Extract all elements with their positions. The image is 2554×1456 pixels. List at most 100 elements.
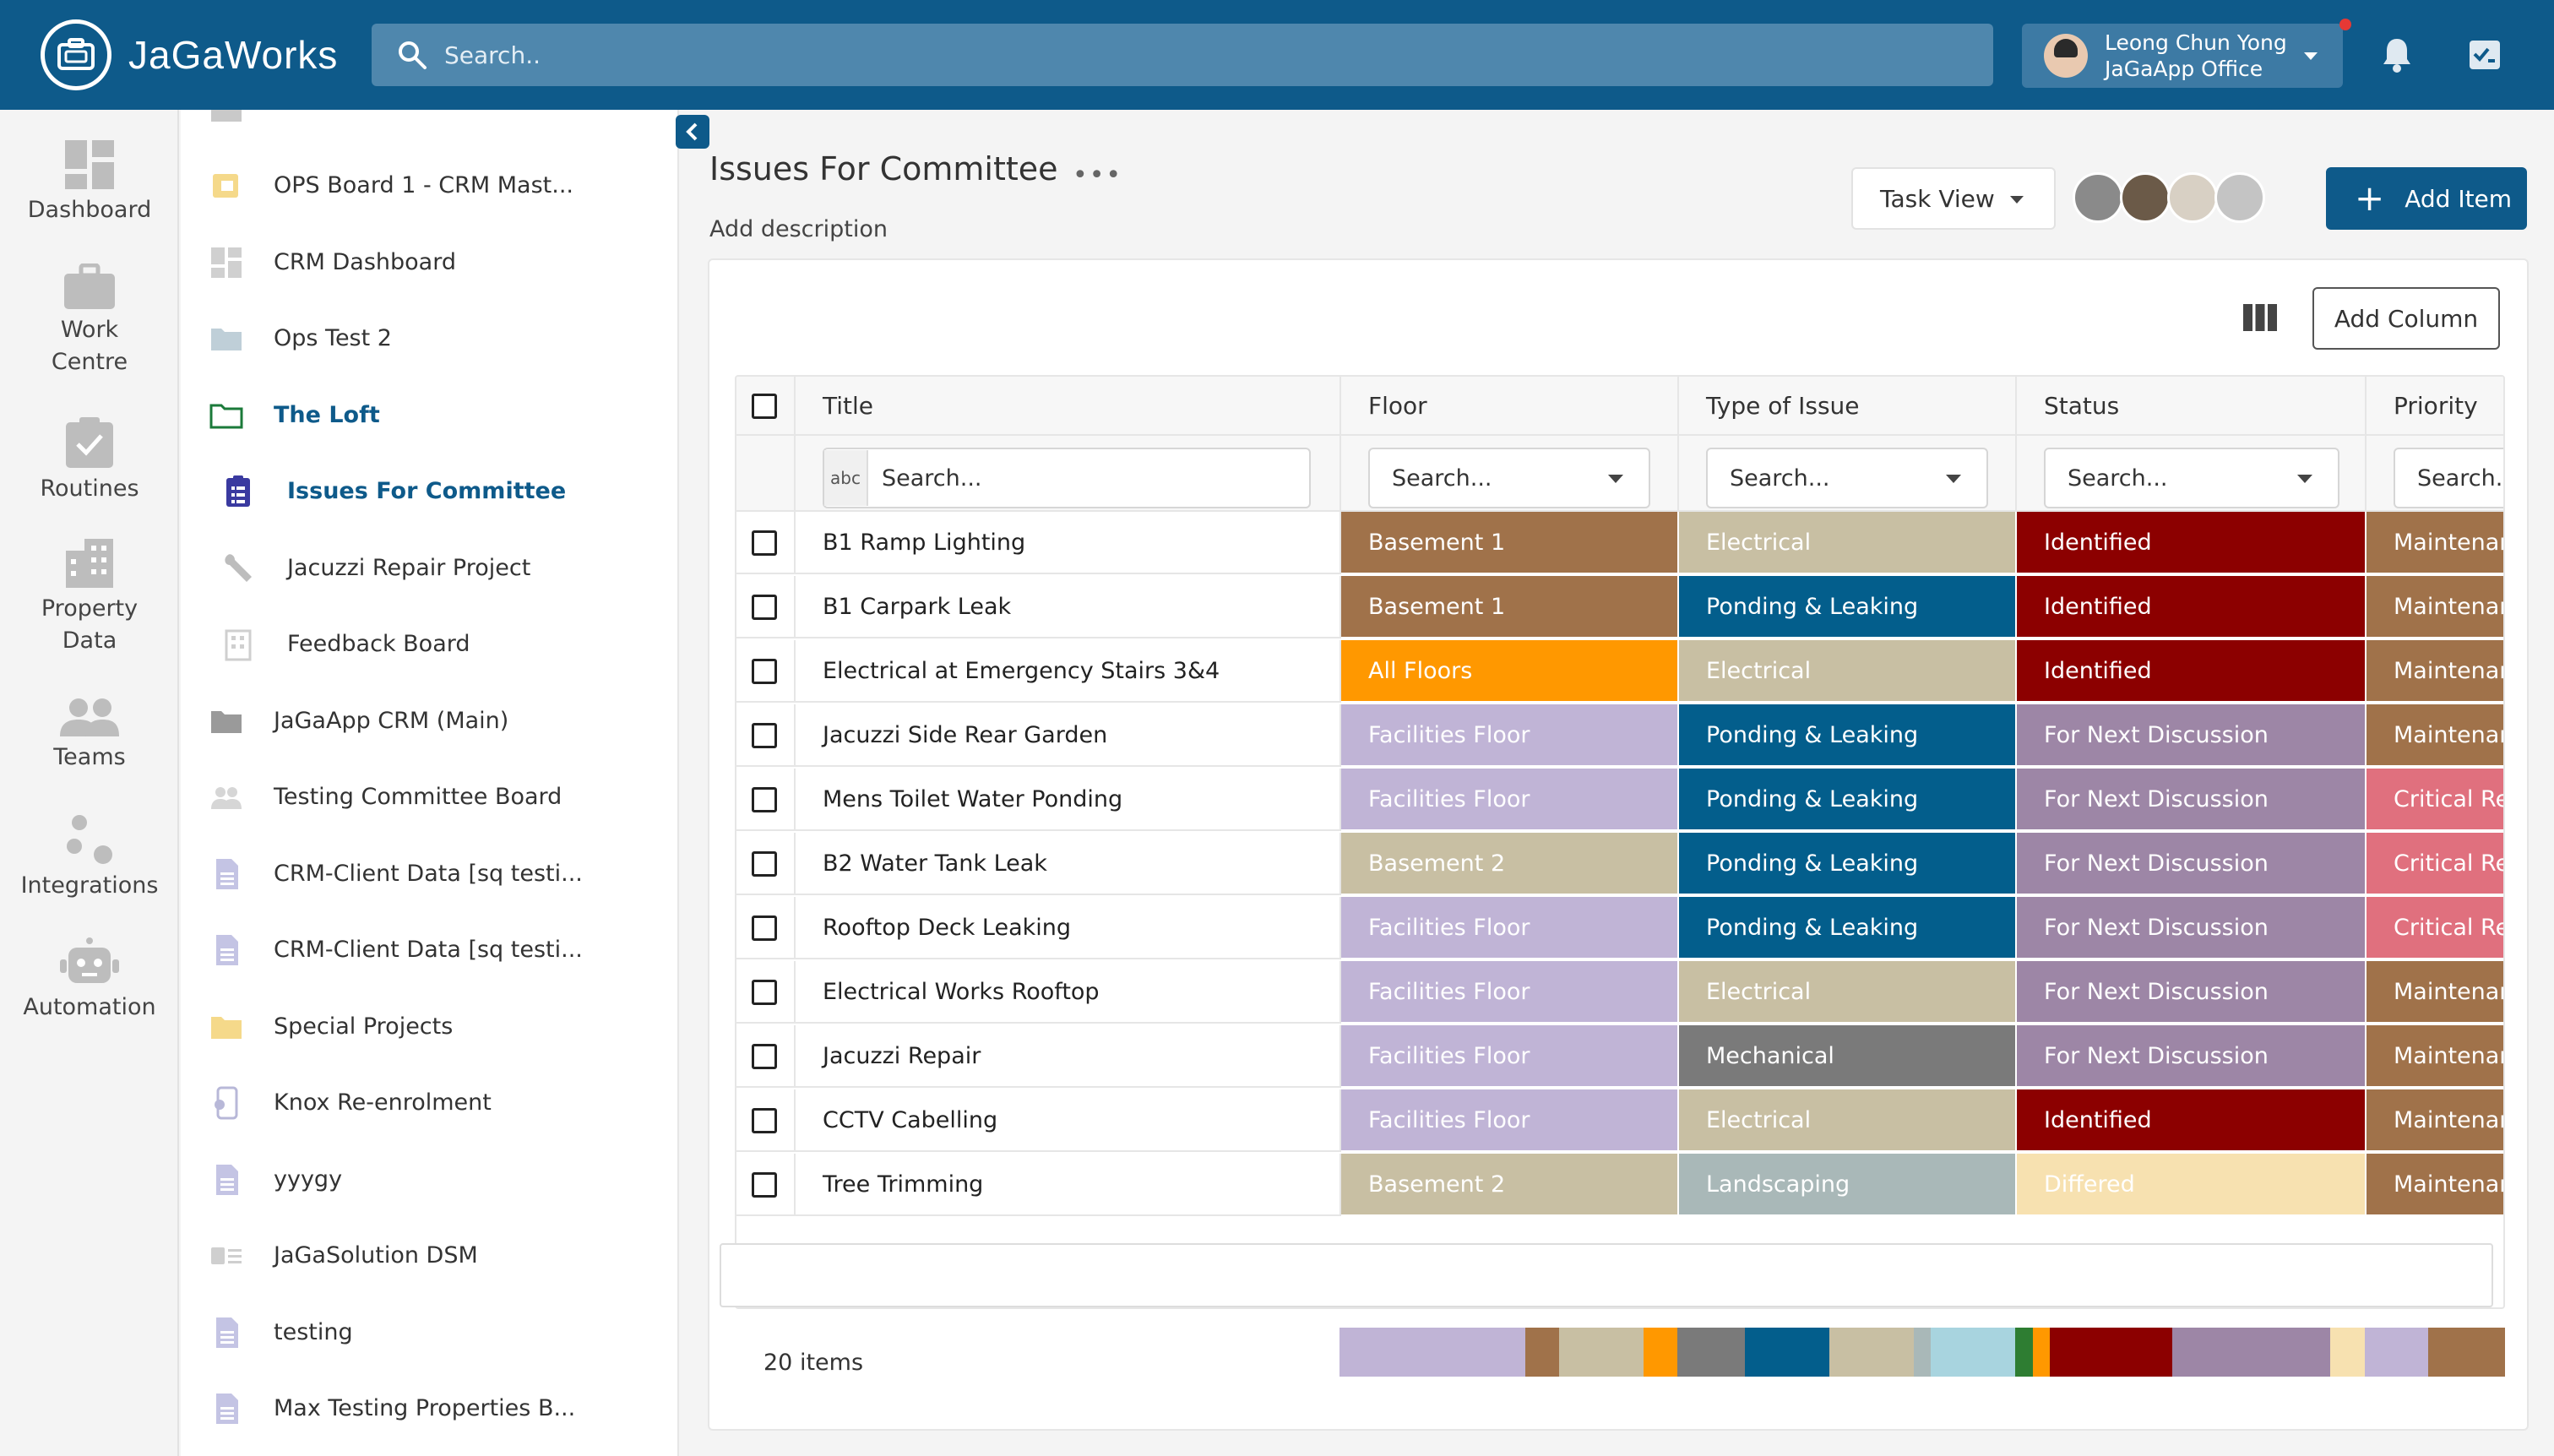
cell-status[interactable]: Differed [2017, 1154, 2367, 1216]
cell-title[interactable]: Electrical Works Rooftop [796, 961, 1341, 1024]
member-avatar[interactable] [2167, 172, 2218, 223]
cell-priority[interactable]: Maintenance [2367, 1025, 2503, 1088]
rail-integrations[interactable]: Integrations [0, 814, 179, 902]
cell-type[interactable]: Ponding & Leaking [1679, 704, 2017, 767]
board-list-item[interactable]: Ops Test 2 [181, 313, 677, 364]
type-filter-dropdown[interactable]: Search... [1706, 448, 1988, 508]
board-list-item[interactable]: yyygy [181, 1154, 677, 1205]
table-row[interactable]: Electrical at Emergency Stairs 3&4 All Fl… [736, 640, 2503, 704]
cell-priority[interactable]: Critical Repair [2367, 897, 2503, 959]
cell-floor[interactable]: Basement 1 [1341, 512, 1679, 574]
table-row[interactable]: CCTV Cabelling Facilities Floor Electrical… [736, 1089, 2503, 1154]
rail-teams[interactable]: Teams [0, 698, 179, 774]
cell-priority[interactable]: Maintenance [2367, 576, 2503, 638]
table-row[interactable]: B1 Ramp Lighting Basement 1 Electrical Iden… [736, 512, 2503, 576]
board-list-item[interactable]: JaGaSolution DSM [181, 1231, 677, 1281]
board-list-item[interactable]: Feedback Board [181, 619, 677, 670]
cell-title[interactable]: Rooftop Deck Leaking [796, 897, 1341, 959]
board-list-item[interactable]: OPS Board 1 - CRM Mast... [181, 160, 677, 211]
row-checkbox[interactable] [752, 1172, 777, 1198]
cell-priority[interactable]: Critical Repair [2367, 769, 2503, 831]
cell-priority[interactable]: Maintenance [2367, 961, 2503, 1024]
row-checkbox[interactable] [752, 851, 777, 877]
cell-priority[interactable]: Maintenance [2367, 512, 2503, 574]
cell-floor[interactable]: All Floors [1341, 640, 1679, 703]
collapse-sidebar-button[interactable] [676, 115, 709, 149]
cell-type[interactable]: Ponding & Leaking [1679, 833, 2017, 895]
board-list-item[interactable]: CRM Dashboard [181, 237, 677, 288]
cell-status[interactable]: For Next Discussion [2017, 897, 2367, 959]
row-checkbox[interactable] [752, 595, 777, 620]
board-list-item[interactable]: The Loft [181, 390, 677, 441]
cell-status[interactable]: Identified [2017, 576, 2367, 638]
board-list-item[interactable]: testing [181, 1307, 677, 1358]
user-menu[interactable]: Leong Chun Yong JaGaApp Office [2022, 24, 2343, 88]
select-all-checkbox[interactable] [752, 394, 777, 419]
table-row[interactable]: Mens Toilet Water Ponding Facilities Floo… [736, 769, 2503, 833]
more-options-icon[interactable]: ••• [1073, 160, 1123, 190]
member-avatar[interactable] [2120, 172, 2171, 223]
cell-status[interactable]: For Next Discussion [2017, 704, 2367, 767]
cell-status[interactable]: Identified [2017, 512, 2367, 574]
floor-filter-dropdown[interactable]: Search... [1368, 448, 1650, 508]
app-logo[interactable]: JaGaWorks [41, 19, 345, 90]
cell-title[interactable]: Mens Toilet Water Ponding [796, 769, 1341, 831]
board-list-item[interactable]: Issues For Committee [181, 466, 677, 517]
board-list-item[interactable] [181, 110, 677, 135]
cell-type[interactable]: Landscaping [1679, 1154, 2017, 1216]
board-list-item[interactable]: JaGaApp CRM (Main) [181, 696, 677, 747]
table-row[interactable]: B2 Water Tank Leak Basement 2 Ponding & Le… [736, 833, 2503, 897]
rail-automation[interactable]: Automation [0, 937, 179, 1024]
cell-title[interactable]: Electrical at Emergency Stairs 3&4 [796, 640, 1341, 703]
cell-floor[interactable]: Basement 2 [1341, 833, 1679, 895]
column-header-type[interactable]: Type of Issue [1679, 377, 2017, 436]
row-checkbox[interactable] [752, 1044, 777, 1069]
column-header-priority[interactable]: Priority [2367, 377, 2503, 436]
cell-type[interactable]: Ponding & Leaking [1679, 576, 2017, 638]
rail-dashboard[interactable]: Dashboard [0, 140, 179, 226]
cell-type[interactable]: Ponding & Leaking [1679, 897, 2017, 959]
cell-status[interactable]: For Next Discussion [2017, 769, 2367, 831]
cell-priority[interactable]: Maintenance [2367, 704, 2503, 767]
add-item-button[interactable]: + Add Item [2326, 167, 2527, 230]
status-filter-dropdown[interactable]: Search... [2044, 448, 2339, 508]
board-list-item[interactable]: Knox Re-enrolment [181, 1078, 677, 1128]
cell-floor[interactable]: Facilities Floor [1341, 897, 1679, 959]
rail-property-data[interactable]: Property Data [0, 539, 179, 657]
cell-status[interactable]: For Next Discussion [2017, 1025, 2367, 1088]
row-checkbox[interactable] [752, 787, 777, 812]
cell-floor[interactable]: Facilities Floor [1341, 961, 1679, 1024]
cell-title[interactable]: Tree Trimming [796, 1154, 1341, 1216]
cell-title[interactable]: CCTV Cabelling [796, 1089, 1341, 1152]
table-row[interactable]: B1 Carpark Leak Basement 1 Ponding & Leaki… [736, 576, 2503, 640]
row-checkbox[interactable] [752, 980, 777, 1005]
row-checkbox[interactable] [752, 1108, 777, 1133]
board-list-item[interactable]: CRM-Client Data [sq testi... [181, 925, 677, 975]
title-search-input[interactable]: abc Search... [823, 448, 1311, 508]
cell-type[interactable]: Ponding & Leaking [1679, 769, 2017, 831]
cell-type[interactable]: Electrical [1679, 1089, 2017, 1152]
cell-title[interactable]: B1 Carpark Leak [796, 576, 1341, 638]
table-row[interactable]: Electrical Works Rooftop Facilities Floor… [736, 961, 2503, 1025]
row-checkbox[interactable] [752, 723, 777, 748]
cell-priority[interactable]: Critical Repair [2367, 833, 2503, 895]
priority-filter-dropdown[interactable]: Search... [2394, 448, 2503, 508]
cell-floor[interactable]: Basement 2 [1341, 1154, 1679, 1216]
cell-floor[interactable]: Facilities Floor [1341, 769, 1679, 831]
board-list-item[interactable]: Max Testing Properties B... [181, 1383, 677, 1434]
view-selector[interactable]: Task View [1851, 167, 2056, 230]
row-checkbox[interactable] [752, 659, 777, 684]
cell-priority[interactable]: Maintenance [2367, 640, 2503, 703]
column-header-status[interactable]: Status [2017, 377, 2367, 436]
board-list-item[interactable]: Jacuzzi Repair Project [181, 543, 677, 594]
cell-floor[interactable]: Basement 1 [1341, 576, 1679, 638]
rail-work-centre[interactable]: Work Centre [0, 263, 179, 378]
cell-title[interactable]: Jacuzzi Side Rear Garden [796, 704, 1341, 767]
cell-priority[interactable]: Maintenance [2367, 1154, 2503, 1216]
cell-type[interactable]: Electrical [1679, 512, 2017, 574]
global-search[interactable] [372, 24, 1993, 86]
cell-floor[interactable]: Facilities Floor [1341, 1089, 1679, 1152]
table-row[interactable]: Rooftop Deck Leaking Facilities Floor Pond… [736, 897, 2503, 961]
cell-priority[interactable]: Maintenance [2367, 1089, 2503, 1152]
new-item-input[interactable] [720, 1243, 2493, 1307]
